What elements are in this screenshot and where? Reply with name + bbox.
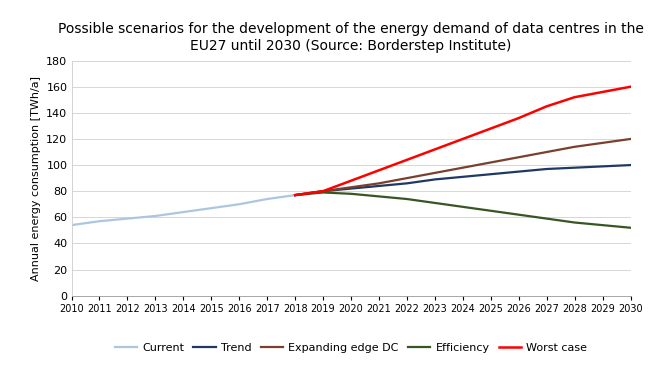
Title: Possible scenarios for the development of the energy demand of data centres in t: Possible scenarios for the development o…	[58, 22, 644, 53]
Expanding edge DC	[375, 181, 383, 186]
Expanding edge DC	[571, 144, 578, 149]
Efficiency	[403, 197, 411, 201]
Legend: Current, Trend, Expanding edge DC, Efficiency, Worst case: Current, Trend, Expanding edge DC, Effic…	[111, 339, 592, 358]
Current	[68, 223, 75, 227]
Current	[179, 210, 187, 215]
Line: Efficiency: Efficiency	[295, 193, 630, 228]
Trend	[543, 167, 551, 171]
Line: Trend: Trend	[295, 165, 630, 195]
Current	[96, 219, 103, 224]
Expanding edge DC	[627, 137, 634, 141]
Efficiency	[431, 200, 439, 205]
Worst case	[543, 104, 551, 109]
Trend	[403, 181, 411, 186]
Efficiency	[571, 220, 578, 225]
Expanding edge DC	[403, 176, 411, 180]
Expanding edge DC	[459, 165, 467, 170]
Expanding edge DC	[487, 160, 495, 165]
Current	[207, 206, 215, 210]
Expanding edge DC	[515, 155, 523, 160]
Worst case	[375, 168, 383, 172]
Efficiency	[291, 193, 299, 197]
Trend	[291, 193, 299, 197]
Trend	[375, 184, 383, 188]
Expanding edge DC	[319, 189, 327, 193]
Worst case	[627, 85, 634, 89]
Trend	[319, 189, 327, 193]
Current	[124, 216, 131, 221]
Worst case	[515, 116, 523, 121]
Trend	[599, 164, 606, 169]
Efficiency	[459, 205, 467, 209]
Efficiency	[543, 216, 551, 221]
Efficiency	[515, 212, 523, 217]
Trend	[487, 172, 495, 177]
Trend	[431, 177, 439, 182]
Line: Expanding edge DC: Expanding edge DC	[295, 139, 630, 195]
Worst case	[431, 147, 439, 152]
Worst case	[599, 90, 606, 94]
Worst case	[459, 137, 467, 141]
Current	[291, 193, 299, 197]
Trend	[627, 163, 634, 168]
Worst case	[487, 126, 495, 131]
Current	[235, 202, 243, 207]
Expanding edge DC	[543, 150, 551, 154]
Worst case	[319, 189, 327, 193]
Current	[151, 214, 159, 218]
Worst case	[571, 95, 578, 99]
Trend	[571, 165, 578, 170]
Expanding edge DC	[347, 185, 355, 190]
Expanding edge DC	[291, 193, 299, 197]
Line: Current: Current	[72, 195, 295, 225]
Expanding edge DC	[431, 171, 439, 175]
Worst case	[403, 158, 411, 162]
Current	[263, 197, 271, 201]
Efficiency	[627, 226, 634, 230]
Trend	[515, 169, 523, 174]
Worst case	[347, 179, 355, 183]
Efficiency	[375, 194, 383, 199]
Expanding edge DC	[599, 141, 606, 145]
Efficiency	[487, 208, 495, 213]
Y-axis label: Annual energy consumption [TWh/a]: Annual energy consumption [TWh/a]	[31, 76, 41, 280]
Efficiency	[319, 190, 327, 195]
Worst case	[291, 193, 299, 197]
Trend	[347, 186, 355, 191]
Line: Worst case: Worst case	[295, 87, 630, 195]
Efficiency	[599, 223, 606, 227]
Efficiency	[347, 191, 355, 196]
Trend	[459, 175, 467, 179]
